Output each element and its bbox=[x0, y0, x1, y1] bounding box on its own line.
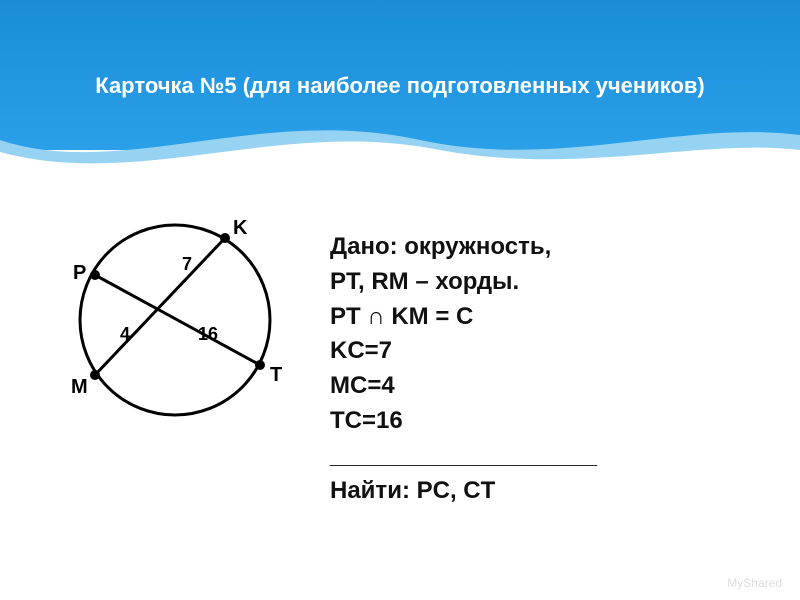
given-line-5: MC=4 bbox=[330, 369, 597, 404]
content-area: K P M T 7 4 16 Дано: окружность, PT, RM … bbox=[0, 190, 800, 590]
given-line-6: TC=16 bbox=[330, 404, 597, 439]
point-t bbox=[255, 360, 265, 370]
seg-label-7: 7 bbox=[182, 254, 192, 274]
point-p bbox=[90, 270, 100, 280]
chord-km bbox=[95, 238, 225, 375]
given-line-4: KC=7 bbox=[330, 334, 597, 369]
label-k: K bbox=[233, 217, 248, 239]
footer-watermark: MyShared bbox=[727, 576, 782, 590]
given-line-3: PT ∩ KM = C bbox=[330, 300, 597, 335]
header-banner: Карточка №5 (для наиболее подготовленных… bbox=[0, 0, 800, 180]
label-t: T bbox=[270, 364, 282, 386]
given-line-2: PT, RM – хорды. bbox=[330, 265, 597, 300]
seg-label-4: 4 bbox=[120, 324, 130, 344]
point-m bbox=[90, 370, 100, 380]
problem-text: Дано: окружность, PT, RM – хорды. PT ∩ K… bbox=[330, 230, 597, 508]
divider-line: ____________________ bbox=[330, 439, 597, 474]
label-p: P bbox=[73, 262, 86, 284]
seg-label-16: 16 bbox=[198, 324, 218, 344]
point-k bbox=[220, 233, 230, 243]
geometry-diagram: K P M T 7 4 16 bbox=[40, 200, 310, 450]
slide-title: Карточка №5 (для наиболее подготовленных… bbox=[0, 0, 800, 150]
find-line: Найти: PC, CT bbox=[330, 474, 597, 509]
given-line-1: Дано: окружность, bbox=[330, 230, 597, 265]
label-m: M bbox=[71, 376, 88, 398]
